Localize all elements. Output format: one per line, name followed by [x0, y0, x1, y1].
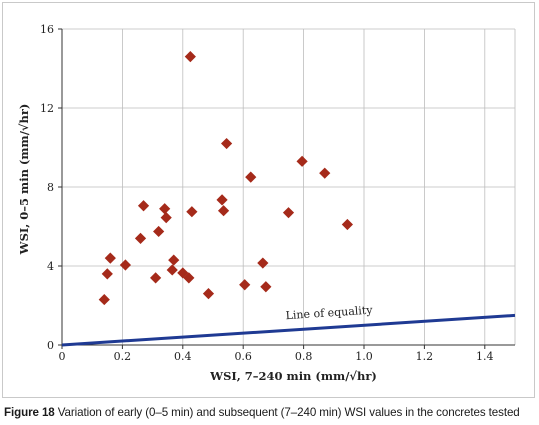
- data-point: [119, 259, 132, 271]
- x-tick-label: 1.2: [416, 350, 434, 363]
- data-point: [260, 281, 272, 293]
- y-axis-title: WSI, 0–5 min (mm/√hr): [17, 104, 31, 256]
- data-point: [153, 225, 165, 238]
- data-point: [137, 200, 150, 212]
- scatter-chart: 0 0.2 0.4 0.6 0.8 1.0 1.2 1.4 0 4 8 12 16 Line of eq…: [17, 23, 516, 383]
- x-axis-title: WSI, 7–240 min (mm/√hr): [209, 369, 377, 383]
- x-tick-label: 0.8: [295, 350, 313, 363]
- data-point: [160, 212, 172, 224]
- y-tick-label: 4: [47, 260, 54, 273]
- equality-line: [61, 313, 516, 347]
- data-point: [217, 205, 230, 217]
- data-point: [282, 207, 295, 219]
- x-tick-label: 1.4: [476, 350, 494, 363]
- data-point: [177, 267, 189, 279]
- data-point: [159, 203, 171, 215]
- caption-text: Variation of early (0–5 min) and subsequ…: [57, 406, 520, 419]
- data-point: [257, 257, 269, 269]
- data-point: [150, 272, 162, 284]
- data-points: [98, 51, 353, 306]
- data-point: [166, 264, 178, 276]
- data-point: [239, 279, 251, 291]
- data-point: [184, 51, 196, 63]
- data-point: [220, 137, 233, 150]
- data-point: [98, 293, 110, 306]
- figure-number: Figure 18: [4, 406, 55, 419]
- y-tick-label: 8: [47, 181, 54, 194]
- data-point: [134, 232, 147, 244]
- data-point: [202, 288, 215, 300]
- data-point: [341, 218, 353, 231]
- x-tick-label: 0.2: [114, 350, 132, 363]
- data-point: [101, 268, 113, 280]
- x-tick-label: 0.6: [234, 350, 252, 363]
- tick-labels: 0 0.2 0.4 0.6 0.8 1.0 1.2 1.4 0 4 8 12 16: [40, 23, 494, 363]
- axes: [58, 28, 515, 349]
- data-point: [296, 155, 308, 167]
- data-point: [216, 194, 228, 206]
- x-tick-label: 0.4: [174, 350, 192, 363]
- figure-caption: Figure 18 Variation of early (0–5 min) a…: [4, 404, 536, 422]
- data-point: [183, 272, 195, 284]
- data-point: [319, 167, 331, 179]
- data-point: [168, 254, 180, 266]
- x-tick-label: 0: [59, 350, 66, 363]
- x-tick-label: 1.0: [355, 350, 373, 363]
- y-tick-label: 12: [40, 102, 54, 115]
- equality-line-group: [61, 313, 516, 347]
- data-point: [245, 171, 257, 183]
- data-point: [104, 252, 116, 264]
- equality-line-annotation: Line of equality: [285, 303, 373, 322]
- y-tick-label: 16: [40, 23, 54, 36]
- y-tick-label: 0: [47, 339, 54, 352]
- data-point: [186, 206, 198, 218]
- grid: [62, 28, 516, 345]
